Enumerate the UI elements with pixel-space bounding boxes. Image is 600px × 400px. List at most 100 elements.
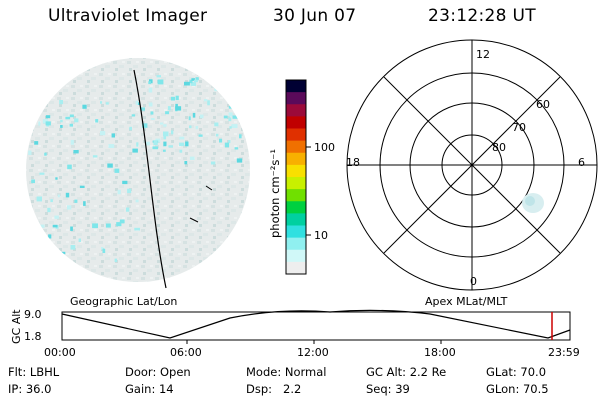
emission-pixel [116,222,122,227]
emission-pixel [34,141,39,145]
info-gain: Gain: 14 [125,382,174,396]
terminator-line [133,69,167,289]
colorbar-segment [286,164,306,178]
emission-pixel [167,106,171,111]
emission-pixel [38,121,41,126]
emission-pixel [55,177,58,180]
colorbar-segment [286,261,306,275]
emission-pixel [60,119,63,123]
emission-pixel [42,119,49,124]
emission-pixel [126,207,130,212]
emission-pixel [210,161,216,165]
emission-pixel [163,149,166,152]
emission-pixel [47,207,51,213]
emission-pixel [191,78,195,81]
info-door: Door: Open [125,365,191,379]
lat-label: 70 [512,121,526,134]
emission-pixel [160,122,164,125]
emission-pixel [229,126,232,129]
emission-pixel [192,112,196,118]
orbit-x-tick: 06:00 [170,346,202,359]
emission-pixel [136,142,139,147]
colorbar-segment [286,225,306,239]
emission-pixel [44,152,47,156]
emission-pixel [214,122,219,127]
emission-pixel [232,115,238,119]
info-glon: GLon: 70.5 [486,382,549,396]
emission-pixel [92,223,98,229]
colorbar-segment [286,201,306,214]
emission-pixel [105,223,111,228]
emission-pixel [148,87,153,93]
emission-pixel [200,114,204,119]
emission-pixel [119,219,125,224]
emission-pixel [92,155,98,158]
emission-pixel [117,189,121,195]
emission-pixel [228,117,232,122]
emission-pixel [52,224,58,228]
emission-pixel [100,101,103,104]
emission-pixel [219,138,223,143]
polar-plot [346,39,598,291]
emission-pixel [134,227,140,231]
emission-pixel [175,106,182,111]
orbit-ylabel: GC Alt [10,309,23,344]
emission-pixel [207,100,210,106]
emission-pixel [36,196,42,202]
emission-pixel [189,125,192,129]
colorbar-segment [286,237,306,251]
emission-pixel [142,123,148,128]
emission-pixel [165,111,170,115]
emission-pixel [189,79,193,84]
info-mode: Mode: Normal [246,365,327,379]
orbit-y-tick: 1.8 [24,330,42,343]
emission-pixel [214,86,218,92]
tick-mark [205,185,213,191]
emission-pixel [231,124,238,128]
emission-pixel [28,150,32,155]
emission-pixel [95,119,99,123]
aurora-emission [28,75,245,262]
emission-pixel [194,79,198,83]
emission-pixel [135,199,139,203]
colorbar-segment [286,213,306,226]
emission-pixel [57,194,60,198]
emission-pixel [83,201,86,206]
geographic-image [26,58,250,282]
emission-pixel [59,100,63,105]
emission-pixel [137,102,140,105]
emission-pixel [135,100,139,105]
emission-pixel [150,118,155,120]
info-ip: IP: 36.0 [8,382,52,396]
emission-pixel [146,141,150,146]
emission-pixel [198,134,203,137]
emission-pixel [152,146,159,150]
emission-pixel [31,179,35,184]
lat-label: 60 [536,98,550,111]
colorbar-segment [286,152,306,166]
colorbar-segment [286,249,306,263]
emission-pixel [148,81,151,85]
emission-pixel [107,163,113,168]
emission-pixel [48,234,52,239]
emission-pixel [122,180,128,185]
emission-pixel [170,96,175,101]
colorbar [286,80,306,275]
emission-pixel [60,125,63,128]
mlt-label-18: 18 [346,156,360,169]
date-label: 30 Jun 07 [273,6,357,26]
emission-pixel [78,238,81,242]
emission-pixel [203,99,208,102]
orbit-x-tick: 00:00 [44,346,76,359]
orbit-x-tick: 12:00 [297,346,329,359]
emission-pixel [39,172,45,175]
emission-pixel [69,123,73,127]
emission-pixel [190,82,197,86]
emission-pixel [65,192,70,198]
orbit-x-tick: 23:59 [548,346,580,359]
colorbar-segment [286,104,306,117]
emission-pixel [73,150,79,154]
info-gc-alt: GC Alt: 2.2 Re [366,365,447,379]
info-seq: Seq: 39 [366,382,410,396]
